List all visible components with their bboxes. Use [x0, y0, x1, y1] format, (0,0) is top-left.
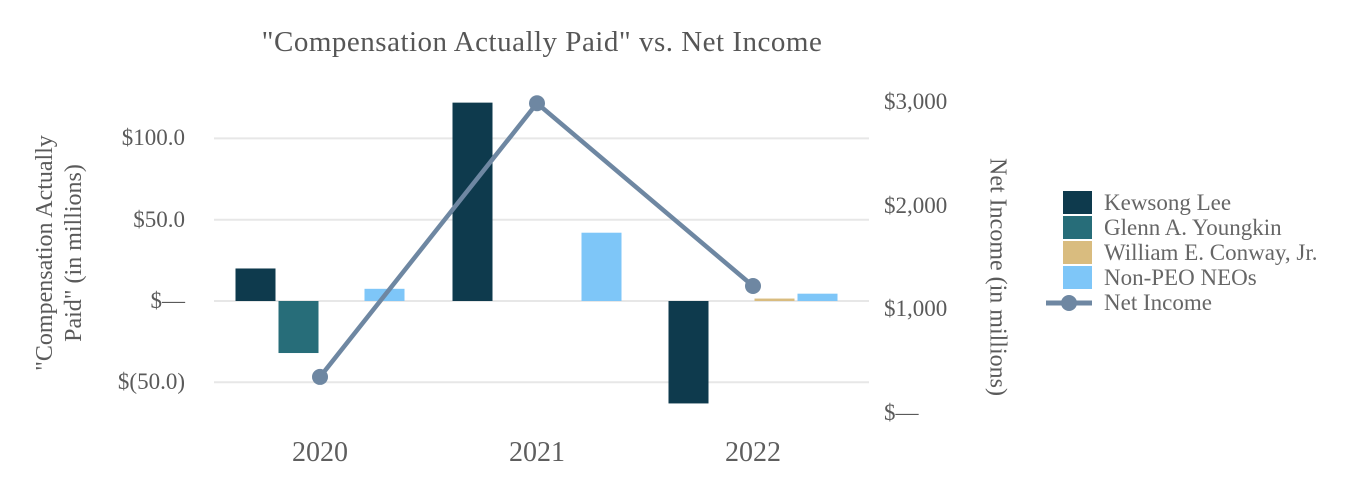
legend-item-label: Glenn A. Youngkin [1104, 214, 1282, 240]
bar-kewsong-lee-2020 [235, 268, 276, 301]
legend-item-non-peo-neos: Non-PEO NEOs [1046, 264, 1360, 290]
chart-title: "Compensation Actually Paid" vs. Net Inc… [261, 26, 823, 58]
legend-swatch-non-peo-neos [1063, 266, 1092, 289]
legend-swatch-william-e-conway-jr [1063, 241, 1092, 264]
right-axis-tick: $2,000 [884, 192, 948, 218]
net-income-marker-2022 [745, 278, 761, 295]
right-axis-tick: $— [884, 400, 919, 425]
bar-non-peo-neos-2022 [797, 293, 838, 301]
right-axis-tick: $3,000 [884, 89, 948, 114]
x-axis-label-2022: 2022 [725, 437, 781, 468]
legend-swatch-glenn-a-youngkin [1063, 216, 1092, 239]
legend-item-william-e-conway-jr: William E. Conway, Jr. [1046, 239, 1360, 265]
bar-kewsong-lee-2022 [668, 301, 709, 404]
x-axis-label-2021: 2021 [509, 437, 565, 468]
left-axis-tick: $50.0 [133, 206, 185, 232]
bar-glenn-a-youngkin-2020 [278, 301, 319, 354]
net-income-line-icon [1046, 294, 1092, 311]
legend-swatch-kewsong-lee [1063, 191, 1092, 214]
net-income-marker-2021 [529, 95, 545, 112]
x-axis-label-2020: 2020 [292, 437, 348, 468]
bar-william-e-conway-jr-2022 [754, 298, 795, 301]
left-axis-tick: $(50.0) [117, 369, 185, 395]
legend-item-label: Kewsong Lee [1104, 189, 1232, 215]
legend: Kewsong Lee Glenn A. Youngkin William E. C… [1046, 189, 1360, 316]
left-axis-tick: $— [150, 288, 186, 313]
left-axis-tick: $100.0 [121, 125, 185, 151]
bar-non-peo-neos-2021 [581, 232, 622, 301]
legend-item-kewsong-lee: Kewsong Lee [1046, 189, 1360, 215]
legend-item-label: William E. Conway, Jr. [1104, 239, 1318, 265]
legend-item-glenn-a-youngkin: Glenn A. Youngkin [1046, 214, 1360, 240]
right-axis-tick: $1,000 [884, 296, 948, 322]
legend-item-label: Non-PEO NEOs [1104, 264, 1257, 290]
legend-item-label: Net Income [1104, 289, 1212, 315]
legend-item-net-income: Net Income [1046, 289, 1360, 315]
net-income-marker-2020 [312, 368, 328, 385]
